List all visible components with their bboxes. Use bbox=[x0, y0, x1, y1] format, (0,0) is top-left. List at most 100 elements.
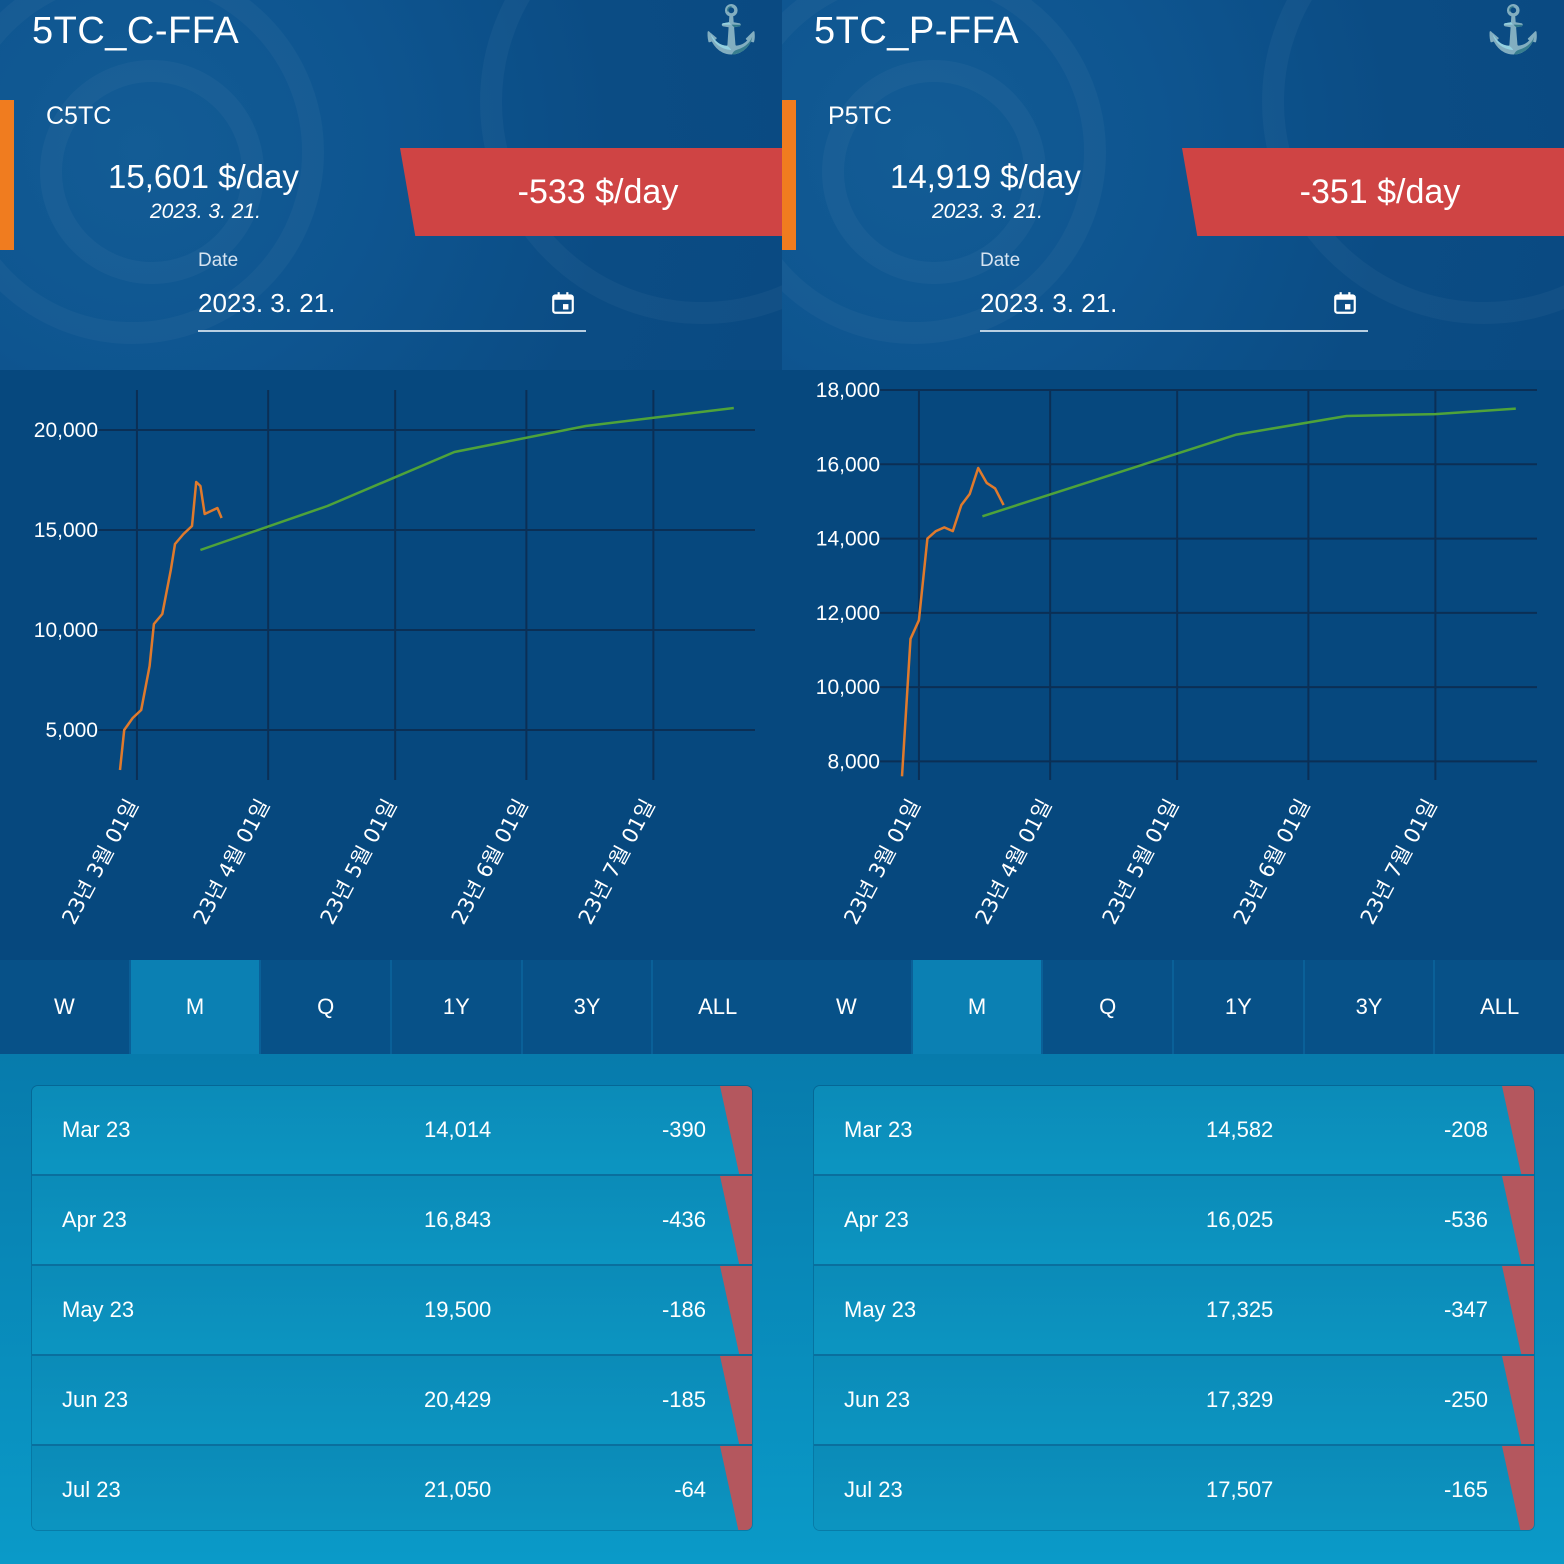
anchor-icon[interactable]: ⚓ bbox=[1484, 3, 1542, 55]
down-indicator bbox=[1502, 1176, 1534, 1264]
contract-diff: -185 bbox=[661, 1387, 706, 1412]
down-indicator bbox=[720, 1356, 752, 1444]
period-tabs: W M Q 1Y 3Y ALL bbox=[782, 960, 1564, 1054]
x-tick-label: 23년 4월 01일 bbox=[189, 795, 275, 928]
accent-bar bbox=[0, 100, 14, 250]
tab-all[interactable]: ALL bbox=[698, 994, 738, 1019]
contract-value: 14,014 bbox=[424, 1117, 492, 1142]
contract-row[interactable]: Jul 23 21,050 -64 bbox=[32, 1446, 752, 1530]
header-section: 5TC_C-FFA ⚓ C5TC 15,601 $/day 2023. 3. 2… bbox=[0, 0, 782, 370]
y-tick-label: 10,000 bbox=[816, 676, 880, 699]
index-code: C5TC bbox=[46, 102, 112, 130]
y-tick-label: 14,000 bbox=[816, 528, 880, 551]
index-code: P5TC bbox=[828, 102, 892, 130]
header-section: 5TC_P-FFA ⚓ P5TC 14,919 $/day 2023. 3. 2… bbox=[782, 0, 1564, 370]
x-tick-label: 23년 5월 01일 bbox=[1098, 795, 1184, 928]
price-date: 2023. 3. 21. bbox=[932, 200, 1043, 223]
tab-w[interactable]: W bbox=[0, 960, 131, 1054]
date-field-label: Date bbox=[980, 250, 1021, 271]
app-title: 5TC_P-FFA bbox=[814, 10, 1020, 52]
contract-diff: -347 bbox=[1443, 1297, 1488, 1322]
tab-m[interactable]: M bbox=[912, 960, 1044, 1054]
tab-m[interactable]: M bbox=[130, 960, 262, 1054]
date-field[interactable]: 2023. 3. 21. bbox=[980, 288, 1118, 318]
contract-month: May 23 bbox=[844, 1297, 917, 1322]
contract-row[interactable]: Jun 23 17,329 -250 bbox=[814, 1356, 1534, 1446]
down-indicator bbox=[1502, 1086, 1534, 1174]
contract-month: Mar 23 bbox=[62, 1117, 131, 1142]
spot-series-line bbox=[900, 466, 1005, 777]
tab-w[interactable]: W bbox=[782, 960, 913, 1054]
contract-row[interactable]: Mar 23 14,582 -208 bbox=[814, 1086, 1534, 1176]
current-price: 14,919 $/day bbox=[890, 158, 1081, 195]
forward-series-line bbox=[199, 406, 734, 552]
price-chart: 8,000 10,000 12,000 14,000 16,000 18,000 23년 3… bbox=[782, 370, 1564, 960]
contract-row[interactable]: May 23 17,325 -347 bbox=[814, 1266, 1534, 1356]
down-indicator bbox=[720, 1446, 752, 1530]
contract-month: May 23 bbox=[62, 1297, 135, 1322]
period-tabs: W M Q 1Y 3Y ALL bbox=[0, 960, 782, 1054]
contract-diff: -186 bbox=[661, 1297, 706, 1322]
contract-value: 14,582 bbox=[1206, 1117, 1274, 1142]
contract-value: 17,507 bbox=[1206, 1477, 1274, 1502]
contract-month: Jun 23 bbox=[62, 1387, 129, 1412]
calendar-icon[interactable] bbox=[1332, 290, 1358, 316]
contract-row[interactable]: Apr 23 16,843 -436 bbox=[32, 1176, 752, 1266]
anchor-icon[interactable]: ⚓ bbox=[702, 3, 760, 55]
accent-bar bbox=[782, 100, 796, 250]
tab-q[interactable]: Q bbox=[261, 960, 393, 1054]
contract-diff: -436 bbox=[661, 1207, 706, 1232]
y-tick-label: 12,000 bbox=[816, 602, 880, 625]
x-tick-label: 23년 3월 01일 bbox=[839, 795, 925, 928]
contract-month: Mar 23 bbox=[844, 1117, 913, 1142]
contract-value: 21,050 bbox=[424, 1477, 492, 1502]
down-indicator bbox=[720, 1086, 752, 1174]
calendar-icon[interactable] bbox=[550, 290, 576, 316]
date-field-underline bbox=[198, 330, 586, 332]
down-indicator bbox=[1502, 1356, 1534, 1444]
contract-list-area: Mar 23 14,014 -390 Apr 23 16,843 -436 May 23 19… bbox=[0, 1054, 782, 1564]
contract-month: Jul 23 bbox=[62, 1477, 121, 1502]
contract-diff: -250 bbox=[1443, 1387, 1488, 1412]
current-price: 15,601 $/day bbox=[108, 158, 299, 195]
y-tick-label: 15,000 bbox=[34, 519, 98, 542]
contract-diff: -165 bbox=[1443, 1477, 1488, 1502]
tab-q[interactable]: Q bbox=[1043, 960, 1175, 1054]
x-tick-label: 23년 7월 01일 bbox=[1356, 795, 1442, 928]
contract-month: Apr 23 bbox=[62, 1207, 127, 1232]
y-tick-label: 20,000 bbox=[34, 419, 98, 442]
date-field-underline bbox=[980, 330, 1368, 332]
date-field[interactable]: 2023. 3. 21. bbox=[198, 288, 336, 318]
x-tick-label: 23년 3월 01일 bbox=[57, 795, 143, 928]
forward-series-line bbox=[982, 407, 1516, 518]
x-tick-label: 23년 4월 01일 bbox=[971, 795, 1057, 928]
tab-3y[interactable]: 3Y bbox=[1305, 960, 1436, 1054]
contract-row[interactable]: May 23 19,500 -186 bbox=[32, 1266, 752, 1356]
contract-list-area: Mar 23 14,582 -208 Apr 23 16,025 -536 May 23 17… bbox=[782, 1054, 1564, 1564]
down-indicator bbox=[720, 1176, 752, 1264]
app-title: 5TC_C-FFA bbox=[32, 10, 240, 52]
contract-diff: -64 bbox=[674, 1477, 706, 1502]
chart-svg: 5,000 10,000 15,000 20,000 23년 3월 01일 23년 4월 … bbox=[34, 390, 755, 928]
tab-all[interactable]: ALL bbox=[1480, 994, 1520, 1019]
y-tick-label: 10,000 bbox=[34, 619, 98, 642]
contract-list: Mar 23 14,014 -390 Apr 23 16,843 -436 May 23 19… bbox=[32, 1086, 752, 1530]
tab-1y[interactable]: 1Y bbox=[1174, 960, 1305, 1054]
contract-row[interactable]: Apr 23 16,025 -536 bbox=[814, 1176, 1534, 1266]
down-indicator bbox=[1502, 1266, 1534, 1354]
contract-row[interactable]: Jun 23 20,429 -185 bbox=[32, 1356, 752, 1446]
down-indicator bbox=[1502, 1446, 1534, 1530]
price-chart: 5,000 10,000 15,000 20,000 23년 3월 01일 23년 4월 … bbox=[0, 370, 782, 960]
y-tick-label: 8,000 bbox=[827, 750, 880, 773]
tab-1y[interactable]: 1Y bbox=[392, 960, 523, 1054]
price-change-badge: -533 $/day bbox=[400, 148, 782, 236]
contract-row[interactable]: Jul 23 17,507 -165 bbox=[814, 1446, 1534, 1530]
contract-value: 17,325 bbox=[1206, 1297, 1274, 1322]
contract-month: Jun 23 bbox=[844, 1387, 911, 1412]
x-tick-label: 23년 5월 01일 bbox=[316, 795, 402, 928]
y-tick-label: 5,000 bbox=[45, 719, 98, 742]
contract-month: Jul 23 bbox=[844, 1477, 903, 1502]
contract-row[interactable]: Mar 23 14,014 -390 bbox=[32, 1086, 752, 1176]
tab-3y[interactable]: 3Y bbox=[523, 960, 654, 1054]
panel-c5tc: 5TC_C-FFA ⚓ C5TC 15,601 $/day 2023. 3. 2… bbox=[0, 0, 782, 1564]
